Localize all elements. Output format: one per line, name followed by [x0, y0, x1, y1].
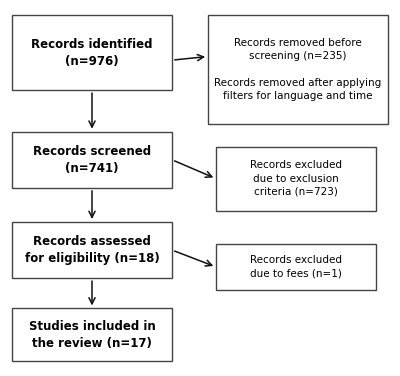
FancyBboxPatch shape: [12, 132, 172, 188]
Text: Records assessed
for eligibility (n=18): Records assessed for eligibility (n=18): [25, 235, 159, 265]
Text: Records identified
(n=976): Records identified (n=976): [31, 38, 153, 68]
Text: Studies included in
the review (n=17): Studies included in the review (n=17): [29, 320, 155, 350]
FancyBboxPatch shape: [12, 308, 172, 361]
FancyBboxPatch shape: [216, 147, 376, 211]
Text: Records screened
(n=741): Records screened (n=741): [33, 145, 151, 175]
FancyBboxPatch shape: [208, 15, 388, 124]
FancyBboxPatch shape: [216, 244, 376, 290]
FancyBboxPatch shape: [12, 222, 172, 278]
Text: Records removed before
screening (n=235)

Records removed after applying
filters: Records removed before screening (n=235)…: [214, 38, 382, 101]
Text: Records excluded
due to exclusion
criteria (n=723): Records excluded due to exclusion criter…: [250, 161, 342, 197]
FancyBboxPatch shape: [12, 15, 172, 90]
Text: Records excluded
due to fees (n=1): Records excluded due to fees (n=1): [250, 255, 342, 279]
